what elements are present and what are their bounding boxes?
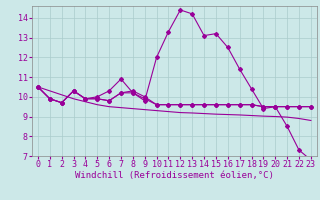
X-axis label: Windchill (Refroidissement éolien,°C): Windchill (Refroidissement éolien,°C)	[75, 171, 274, 180]
